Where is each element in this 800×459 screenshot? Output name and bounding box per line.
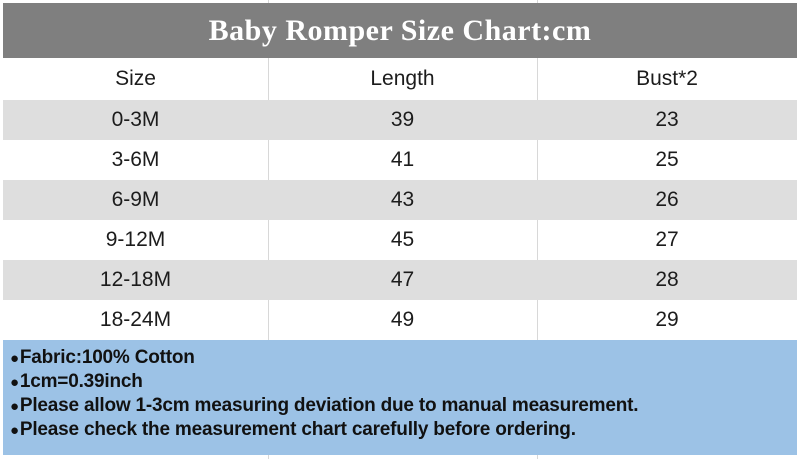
- bullet-icon: ●: [10, 350, 19, 367]
- cell-length: 41: [390, 148, 415, 171]
- cell-bust: 26: [655, 188, 679, 211]
- note-line: ● Please allow 1-3cm measuring deviation…: [10, 394, 787, 418]
- header-cell-bust: Bust*2: [636, 67, 698, 90]
- table-row: 0-3M 39 23: [3, 100, 797, 140]
- cell-bust: 29: [655, 308, 679, 331]
- cell-length: 47: [390, 268, 415, 291]
- page-title: Baby Romper Size Chart:cm: [3, 3, 797, 58]
- column-divider: [537, 0, 538, 459]
- cell-size: 9-12M: [105, 228, 166, 251]
- cell-bust: 27: [655, 228, 679, 251]
- note-text: Fabric:100% Cotton: [19, 347, 195, 368]
- cell-size: 12-18M: [99, 268, 172, 291]
- table-header-row: Size Length Bust*2: [3, 58, 797, 100]
- cell-bust: 23: [655, 108, 679, 131]
- cell-size: 18-24M: [99, 308, 172, 331]
- bullet-icon: ●: [10, 398, 19, 415]
- note-text: Please allow 1-3cm measuring deviation d…: [19, 395, 639, 416]
- cell-size: 0-3M: [111, 108, 160, 131]
- header-cell-size: Size: [115, 67, 156, 90]
- note-line: ● Fabric:100% Cotton: [10, 346, 787, 370]
- note-text: Please check the measurement chart caref…: [19, 419, 576, 440]
- cell-length: 39: [390, 108, 415, 131]
- note-line: ● 1cm=0.39inch: [10, 370, 787, 394]
- column-divider: [268, 0, 269, 459]
- cell-size: 6-9M: [111, 188, 160, 211]
- cell-length: 43: [390, 188, 415, 211]
- note-line: ● Please check the measurement chart car…: [10, 418, 787, 442]
- cell-bust: 25: [655, 148, 679, 171]
- cell-size: 3-6M: [111, 148, 160, 171]
- cell-length: 49: [390, 308, 415, 331]
- table-row: 9-12M 45 27: [3, 220, 797, 260]
- notes-panel: ● Fabric:100% Cotton ● 1cm=0.39inch ● Pl…: [3, 340, 797, 455]
- table-row: 6-9M 43 26: [3, 180, 797, 220]
- bullet-icon: ●: [10, 422, 19, 439]
- table-row: 12-18M 47 28: [3, 260, 797, 300]
- table-row: 18-24M 49 29: [3, 300, 797, 340]
- bullet-icon: ●: [10, 374, 19, 391]
- cell-length: 45: [390, 228, 415, 251]
- note-text: 1cm=0.39inch: [19, 371, 143, 392]
- header-cell-length: Length: [370, 67, 435, 90]
- cell-bust: 28: [655, 268, 679, 291]
- table-row: 3-6M 41 25: [3, 140, 797, 180]
